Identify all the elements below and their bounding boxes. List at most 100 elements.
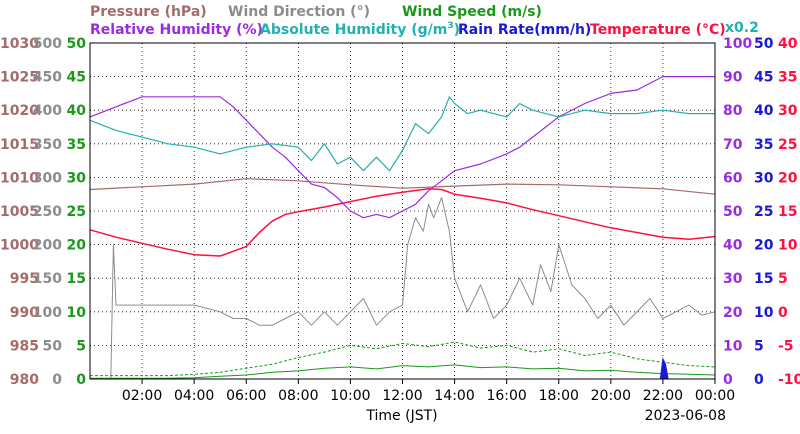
legend-ah-suffix: ): [454, 22, 460, 38]
wind_speed-tick-label: 20: [67, 238, 87, 254]
rain-tick-label: 40: [754, 103, 774, 119]
x-tick-label: 08:00: [278, 388, 318, 404]
wind_speed-tick-label: 35: [67, 137, 86, 153]
absolute-humidity-scale-note: x0.2: [725, 20, 759, 36]
rain-tick-label: 10: [754, 305, 774, 321]
series-rh: [89, 75, 715, 219]
wind_speed-tick-label: 15: [67, 271, 86, 287]
pressure-tick-label: 1005: [0, 204, 39, 220]
x-tick-label: 20:00: [591, 388, 631, 404]
series-layer: [89, 75, 716, 380]
wind_dir-tick-label: 200: [33, 238, 62, 254]
x-tick-label: 02:00: [122, 388, 162, 404]
wind_speed-tick-label: 30: [67, 170, 87, 186]
x-tick-label: 18:00: [539, 388, 579, 404]
wind_dir-tick-label: 150: [33, 271, 62, 287]
wind_speed-tick-label: 5: [76, 338, 86, 354]
x-tick-label: 04:00: [174, 388, 214, 404]
legend-ah-sup: 3: [447, 21, 453, 31]
rh-tick-label: 10: [723, 338, 743, 354]
date-label: 2023-06-08: [645, 408, 726, 424]
wind_dir-tick-label: 100: [33, 305, 62, 321]
rh-tick-label: 100: [723, 36, 752, 52]
series-wind-speed: [90, 364, 716, 379]
pressure-tick-label: 1015: [0, 137, 39, 153]
pressure-tick-label: 1000: [0, 238, 39, 254]
pressure-tick-label: 985: [10, 338, 39, 354]
legend: Pressure (hPa) Wind Direction (°) Wind S…: [90, 4, 759, 38]
legend-rain-rate: Rain Rate(mm/h): [458, 22, 591, 38]
temp-tick-label: 10: [778, 238, 798, 254]
pressure-tick-label: 1020: [0, 103, 39, 119]
axes: 9809859909951000100510101015102010251030…: [0, 36, 800, 404]
temp-tick-label: 20: [778, 170, 798, 186]
rh-tick-label: 20: [723, 305, 743, 321]
x-tick-label: 06:00: [226, 388, 266, 404]
rh-tick-label: 0: [723, 372, 733, 388]
series-pressure: [89, 178, 716, 195]
pressure-tick-label: 995: [10, 271, 39, 287]
wind_speed-tick-label: 10: [67, 305, 87, 321]
temp-tick-label: 25: [778, 137, 797, 153]
rh-tick-label: 40: [723, 238, 743, 254]
temp-tick-label: -10: [778, 372, 800, 388]
temp-tick-label: 0: [778, 305, 788, 321]
wind_dir-tick-label: 500: [33, 36, 62, 52]
rain-tick-label: 45: [754, 70, 773, 86]
series-temp: [89, 188, 716, 257]
legend-pressure: Pressure (hPa): [90, 4, 207, 20]
legend-absolute-humidity: Absolute Humidity (g/m3): [260, 21, 460, 38]
pressure-tick-label: 990: [10, 305, 39, 321]
wind_dir-tick-label: 250: [33, 204, 62, 220]
wind_dir-tick-label: 0: [52, 372, 62, 388]
wind_dir-tick-label: 350: [33, 137, 62, 153]
temp-tick-label: 40: [778, 36, 798, 52]
rh-tick-label: 60: [723, 170, 743, 186]
legend-relative-humidity: Relative Humidity (%): [90, 22, 263, 38]
temp-tick-label: 5: [778, 271, 788, 287]
rain-tick-label: 50: [754, 36, 774, 52]
wind_dir-tick-label: 50: [43, 338, 63, 354]
x-tick-label: 16:00: [486, 388, 526, 404]
wind_speed-tick-label: 50: [67, 36, 87, 52]
rain-tick-label: 30: [754, 170, 774, 186]
legend-wind-direction: Wind Direction (°): [228, 4, 370, 20]
series-ah: [89, 96, 715, 172]
rain-tick-label: 20: [754, 238, 774, 254]
legend-wind-speed: Wind Speed (m/s): [402, 4, 542, 20]
rain-tick-label: 0: [754, 372, 764, 388]
rh-tick-label: 30: [723, 271, 743, 287]
temp-tick-label: 15: [778, 204, 797, 220]
wind_speed-tick-label: 45: [67, 70, 86, 86]
pressure-tick-label: 1010: [0, 170, 39, 186]
temp-tick-label: 35: [778, 70, 797, 86]
legend-ah-prefix: Absolute Humidity (g/m: [260, 22, 447, 38]
series-wind-speed: [90, 341, 716, 377]
rain-tick-label: 15: [754, 271, 773, 287]
pressure-tick-label: 1030: [0, 36, 39, 52]
rain-rate-bar: [659, 357, 669, 380]
wind_dir-tick-label: 300: [33, 170, 62, 186]
rain-tick-label: 35: [754, 137, 773, 153]
wind_speed-tick-label: 0: [76, 372, 86, 388]
wind_speed-tick-label: 25: [67, 204, 86, 220]
x-tick-label: 22:00: [643, 388, 683, 404]
series-wind-dir: [110, 197, 716, 380]
pressure-tick-label: 980: [10, 372, 39, 388]
x-tick-label: 00:00: [695, 388, 735, 404]
wind_speed-tick-label: 40: [67, 103, 87, 119]
rh-tick-label: 80: [723, 103, 743, 119]
wind_dir-tick-label: 400: [33, 103, 62, 119]
x-tick-label: 12:00: [382, 388, 422, 404]
x-axis-label: Time (JST): [365, 408, 437, 424]
wind_dir-tick-label: 450: [33, 70, 62, 86]
temp-tick-label: -5: [778, 338, 794, 354]
x-tick-label: 10:00: [330, 388, 370, 404]
rh-tick-label: 50: [723, 204, 743, 220]
pressure-tick-label: 1025: [0, 70, 39, 86]
legend-temperature: Temperature (°C): [590, 22, 726, 38]
rain-tick-label: 25: [754, 204, 773, 220]
temp-tick-label: 30: [778, 103, 798, 119]
rh-tick-label: 70: [723, 137, 743, 153]
